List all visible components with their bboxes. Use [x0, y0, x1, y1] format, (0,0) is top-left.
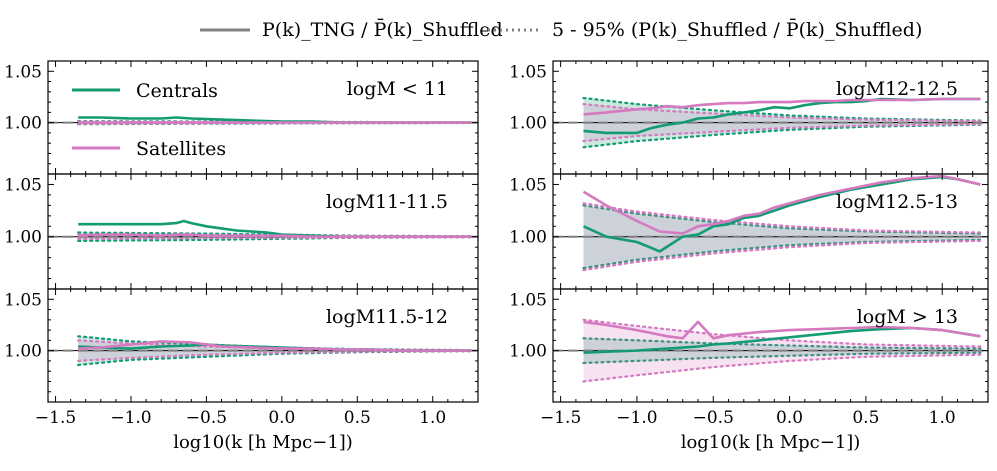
x-tick-label: 1.0	[929, 408, 956, 428]
legend-dotted-label: 5 - 95% (P(k)_Shuffled / P̄(k)_Shuffled)	[552, 18, 922, 41]
plot-area	[553, 174, 988, 272]
percentile-95-centrals	[582, 204, 982, 235]
x-axis-label: log10(k [h Mpc−1])	[681, 432, 861, 453]
x-tick-label: −0.5	[693, 408, 734, 428]
legend-solid-label: P(k)_TNG / P̄(k)_Shuffled	[262, 18, 503, 41]
panel-top-left: 1.05 1.00 logM < 11 Centrals Satellites	[4, 60, 479, 175]
plot-area	[48, 116, 478, 126]
panel-annotation: logM < 11	[347, 78, 448, 100]
plot-area	[553, 318, 988, 383]
percentile-5-satellites	[582, 353, 982, 383]
x-tick-label: −1.0	[110, 408, 151, 428]
plot-area	[48, 335, 478, 367]
series-line-satellites	[583, 97, 981, 116]
x-tick-label: 0.0	[776, 408, 803, 428]
y-tick-label: 1.00	[509, 228, 547, 248]
plot-area	[48, 219, 478, 242]
x-tick-label: 0.5	[852, 408, 879, 428]
axes-frame	[47, 288, 479, 403]
percentile-95-satellites	[582, 202, 982, 234]
axes-frame	[552, 288, 989, 403]
series-line-satellites	[583, 320, 981, 340]
y-tick-label: 1.05	[4, 290, 42, 310]
y-tick-label: 1.05	[509, 62, 547, 82]
percentile-5-centrals	[582, 351, 982, 365]
panel-top-right: 1.05 1.00 logM12-12.5	[509, 60, 989, 175]
percentile-95-satellites	[582, 103, 982, 123]
y-tick-label: 1.00	[4, 342, 42, 362]
panel-annotation: logM11.5-12	[326, 306, 448, 328]
panel-annotation: logM11-11.5	[326, 191, 448, 213]
panel-annotation: logM12.5-13	[836, 191, 958, 213]
legend-label-centrals: Centrals	[136, 80, 218, 102]
plot-area	[553, 96, 988, 149]
percentile-5-centrals	[77, 350, 472, 367]
y-tick-label: 1.05	[4, 175, 42, 195]
x-tick-label: 0.0	[268, 408, 295, 428]
y-tick-label: 1.00	[509, 342, 547, 362]
y-tick-label: 1.00	[4, 114, 42, 134]
percentile-95-satellites	[582, 318, 982, 348]
x-tick-label: −1.5	[540, 408, 581, 428]
x-axis-label: log10(k [h Mpc−1])	[173, 432, 353, 453]
x-tick-label: −1.5	[35, 408, 76, 428]
y-tick-label: 1.00	[4, 228, 42, 248]
series-line-satellites	[78, 340, 471, 352]
series-line-satellites	[78, 233, 471, 238]
percentile-5-satellites	[582, 239, 982, 272]
panel-middle-right: 1.05 1.00 logM12.5-13	[509, 173, 989, 290]
y-tick-label: 1.05	[509, 175, 547, 195]
top-legend: P(k)_TNG / P̄(k)_Shuffled 5 - 95% (P(k)_…	[200, 18, 922, 41]
series-line-satellites	[582, 174, 981, 235]
percentile-95-centrals	[582, 337, 982, 350]
y-tick-label: 1.05	[4, 62, 42, 82]
x-tick-label: −1.0	[616, 408, 657, 428]
panel-middle-left: 1.05 1.00 logM11-11.5	[4, 173, 479, 290]
panel-annotation: logM > 13	[857, 306, 958, 328]
panel-bottom-left: 1.05 1.00 −1.5 −1.0 −0.5 0.0 0.5 1.0 log10(k [h …	[4, 288, 479, 453]
percentile-5-satellites	[582, 123, 982, 143]
y-tick-label: 1.00	[509, 114, 547, 134]
x-tick-label: −0.5	[186, 408, 227, 428]
x-tick-label: 1.0	[419, 408, 446, 428]
panel-annotation: logM12-12.5	[836, 78, 958, 100]
legend-label-satellites: Satellites	[136, 138, 226, 160]
x-tick-label: 0.5	[344, 408, 371, 428]
panel-bottom-right: 1.05 1.00 −1.5 −1.0 −0.5 0.0 0.5 1.0 log10(k [h …	[509, 288, 989, 453]
y-tick-label: 1.05	[509, 290, 547, 310]
